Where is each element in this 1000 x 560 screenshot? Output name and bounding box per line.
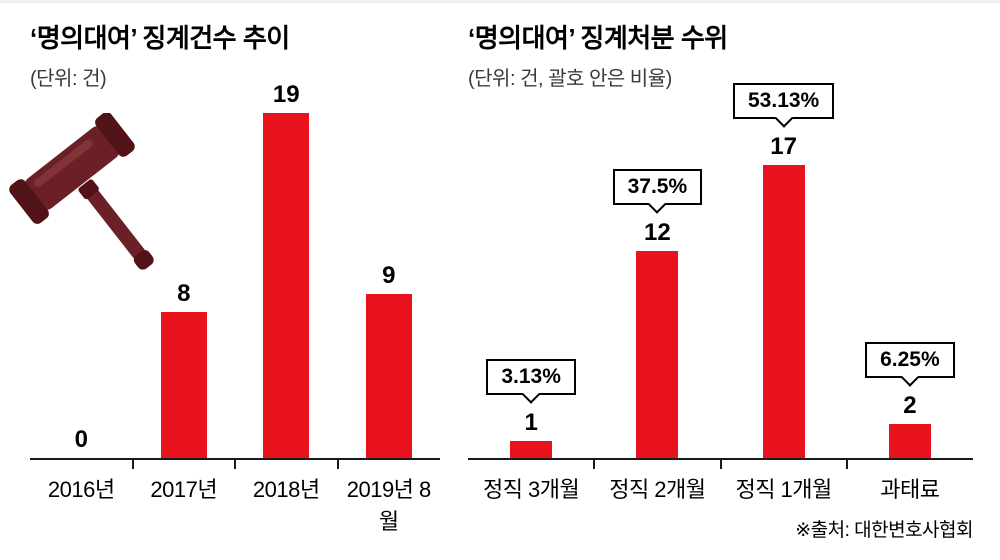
bar-group: 0 <box>30 83 133 458</box>
axis-tick <box>336 460 339 469</box>
bar-value-label: 8 <box>177 280 191 307</box>
x-tick-label: 2017년 <box>150 477 218 502</box>
bar-value-label: 19 <box>272 81 300 108</box>
x-tick-label: 정직 2개월 <box>609 477 706 502</box>
axis-tick <box>131 460 134 469</box>
right-chart-subtitle: (단위: 건, 괄호 안은 비율) <box>468 68 672 90</box>
bar <box>365 294 412 458</box>
percent-label: 3.13% <box>501 364 561 388</box>
percent-callout: 53.13% <box>733 83 835 128</box>
bar-value-label: 1 <box>524 409 538 436</box>
bar-group: 9 <box>338 83 441 458</box>
percent-label: 6.25% <box>880 347 940 371</box>
bar <box>636 251 679 458</box>
percent-callout: 3.13% <box>486 358 576 404</box>
left-chart-subtitle: (단위: 건) <box>30 68 107 90</box>
percent-callout: 6.25% <box>865 341 955 387</box>
bar-value-label: 9 <box>382 262 396 289</box>
axis-tick <box>234 460 236 469</box>
percent-label: 37.5% <box>627 174 688 198</box>
percent-label: 53.13% <box>748 89 820 112</box>
source-note: ※출처: 대한변호사협회 <box>795 520 973 541</box>
bar <box>888 424 931 458</box>
x-tick-label: 2018년 <box>252 477 320 502</box>
bar-value-label: 12 <box>644 219 671 246</box>
x-tick-label: 과태료 <box>880 477 940 502</box>
left-chart-title: ‘명의대여’ 징계건수 추이 <box>30 23 290 53</box>
axis-tick <box>719 460 722 469</box>
bar-value-label: 17 <box>770 133 797 161</box>
x-axis <box>30 458 440 469</box>
bar-group: 53.13% 17 <box>721 83 847 458</box>
bar-group: 6.25% 2 <box>847 83 973 458</box>
x-tick-label: 2019년 8월 <box>346 477 432 534</box>
x-tick-label: 정직 1개월 <box>735 477 832 502</box>
bars-area: 0 8 19 9 <box>30 83 440 458</box>
left-chart: ‘명의대여’ 징계건수 추이 (단위: 건) 0 8 19 9 2016년 2017년 2… <box>9 18 440 534</box>
bar-group: 3.13% 1 <box>468 83 594 458</box>
right-chart-title: ‘명의대여’ 징계처분 수위 <box>468 23 728 53</box>
bar <box>510 441 553 458</box>
bar <box>160 312 207 458</box>
right-chart-plot: 3.13% 1 37.5% 12 53.13% 17 6.25% 2 정직 3개월 정직 2개월… <box>468 83 973 504</box>
bar-group: 19 <box>235 83 338 458</box>
bar-value-label: 2 <box>903 392 917 419</box>
bar-group: 8 <box>133 83 236 458</box>
x-tick-label: 2016년 <box>47 477 115 502</box>
bar <box>263 113 310 458</box>
axis-tick <box>845 460 848 469</box>
bars-area: 3.13% 1 37.5% 12 53.13% 17 6.25% 2 <box>468 83 973 458</box>
x-axis-labels: 2016년 2017년 2018년 2019년 8월 <box>30 460 440 536</box>
x-tick-label: 정직 3개월 <box>482 477 580 502</box>
axis-tick <box>593 460 596 469</box>
x-axis-labels: 정직 3개월 정직 2개월 정직 1개월 과태료 <box>468 460 973 504</box>
bar <box>762 165 805 458</box>
percent-callout: 37.5% <box>612 168 703 214</box>
bar-group: 37.5% 12 <box>594 83 720 458</box>
x-axis <box>468 458 973 469</box>
gavel-icon <box>9 113 154 270</box>
bar-value-label: 0 <box>74 426 88 453</box>
left-chart-plot: 0 8 19 9 2016년 2017년 2018년 2019년 8월 <box>30 83 440 536</box>
right-chart: ‘명의대여’ 징계처분 수위 (단위: 건, 괄호 안은 비율) 3.13% 1 3… <box>468 18 973 502</box>
